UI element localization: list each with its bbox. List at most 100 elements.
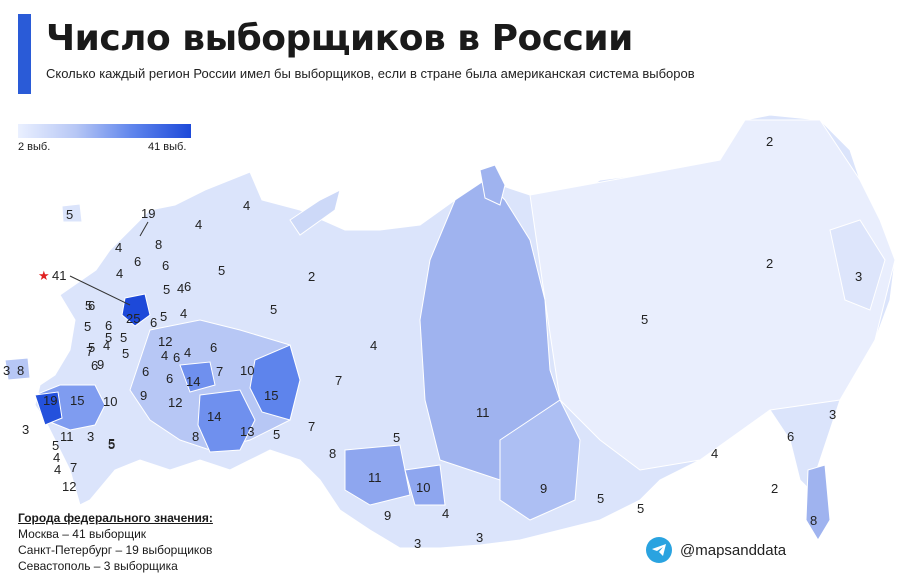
federal-city-spb: Санкт-Петербург – 19 выборщиков xyxy=(18,543,213,557)
federal-cities-heading: Города федерального значения: xyxy=(18,511,213,525)
tatarstan-region xyxy=(179,361,216,393)
region-label-khanty-mansi: 7 xyxy=(335,373,342,388)
region-label-buryatia: 3 xyxy=(476,530,483,545)
region-label-kemerovo: 10 xyxy=(416,480,430,495)
region-label-nizhny-novgorod: 12 xyxy=(158,334,172,349)
region-label-kabardino: 5 xyxy=(52,438,59,453)
region-label-zabaykalsky: 5 xyxy=(597,491,604,506)
region-label-kurgan: 5 xyxy=(273,427,280,442)
region-label-pskov: 4 xyxy=(115,240,122,255)
title-accent-bar xyxy=(18,14,31,94)
region-label-belgorod: 7 xyxy=(86,344,93,359)
region-label-moscow-oblast: 25 xyxy=(126,311,140,326)
region-label-udmurtia: 7 xyxy=(216,364,223,379)
region-label-primorye: 8 xyxy=(810,513,817,528)
region-label-ivanovo: 5 xyxy=(160,309,167,324)
region-label-tula: 6 xyxy=(105,318,112,333)
region-label-omsk: 8 xyxy=(329,446,336,461)
region-label-north-extra: 4 xyxy=(180,306,187,321)
krasnodar-region xyxy=(34,391,63,426)
region-label-novgorod: 4 xyxy=(116,266,123,281)
region-label-lipetsk: 5 xyxy=(105,330,112,345)
region-label-irkutsk: 9 xyxy=(540,481,547,496)
region-label-karachay: 5 xyxy=(108,436,115,451)
moscow-star-icon: ★ xyxy=(38,268,50,283)
region-label-kalmykia: 3 xyxy=(87,429,94,444)
kamchatka-peninsula xyxy=(829,219,886,311)
region-label-vladimir: 6 xyxy=(150,315,157,330)
region-label-komi: 5 xyxy=(270,302,277,317)
kemerovo-region xyxy=(404,464,446,506)
region-label-perm: 10 xyxy=(240,363,254,378)
telegram-icon[interactable] xyxy=(646,537,672,563)
brand-handle[interactable]: @mapsanddata xyxy=(680,541,787,559)
region-label-arkhangelsk: 5 xyxy=(218,263,225,278)
novosibirsk-region xyxy=(344,444,411,506)
region-label-krasnodar: 19 xyxy=(43,393,57,408)
region-label-kamchatka: 3 xyxy=(855,269,862,284)
legend-gradient-bar xyxy=(18,124,191,138)
region-label-north-ossetia: 4 xyxy=(53,450,60,465)
region-label-mari-el: 4 xyxy=(184,345,191,360)
region-label-kirov: 6 xyxy=(210,340,217,355)
region-label-khakassia: 4 xyxy=(442,506,449,521)
region-label-smolensk: 5 xyxy=(85,298,92,313)
region-label-orenburg: 8 xyxy=(192,429,199,444)
region-label-sakhalin: 6 xyxy=(787,429,794,444)
bashkortostan-region xyxy=(197,389,256,453)
region-label-kursk: 6 xyxy=(91,358,98,373)
taymyr-peninsula xyxy=(479,164,506,206)
region-label-chukotka: 2 xyxy=(766,134,773,149)
region-label-voronezh: 9 xyxy=(97,357,104,372)
region-label-magadan: 2 xyxy=(766,256,773,271)
region-label-krasnoyarsk: 11 xyxy=(476,405,490,420)
region-label-yaroslavl: 6 xyxy=(162,258,169,273)
region-label-mordovia: 4 xyxy=(161,348,168,363)
region-label-astrakhan: 5 xyxy=(108,437,115,452)
region-label-adygea: 3 xyxy=(22,422,29,437)
region-label-chechnya: 7 xyxy=(70,460,77,475)
region-label-samara: 12 xyxy=(168,395,182,410)
moscow-oblast-region xyxy=(121,293,151,327)
region-label-bashkortostan: 14 xyxy=(207,409,221,424)
federal-city-moscow: Москва – 41 выборщик xyxy=(18,527,147,541)
irkutsk-region xyxy=(499,399,581,521)
novaya-zemlya xyxy=(289,189,341,236)
federal-cities-block: Города федерального значения: Москва – 4… xyxy=(18,510,213,574)
region-label-kurils: 3 xyxy=(829,407,836,422)
region-label-vologda: 5 xyxy=(163,282,170,297)
region-label-tambov: 5 xyxy=(120,330,127,345)
federal-city-sevastopol: Севастополь – 3 выборщика xyxy=(18,559,178,573)
region-label-rostov: 15 xyxy=(70,393,84,408)
spb-callout-line xyxy=(139,221,149,237)
region-label-oryol: 4 xyxy=(103,338,110,353)
region-label-kaluga: 5 xyxy=(84,319,91,334)
region-label-leningrad: 6 xyxy=(134,254,141,269)
region-label-volgograd: 10 xyxy=(103,394,117,409)
page-title: Число выборщиков в России xyxy=(46,18,633,59)
region-label-kaliningrad: 5 xyxy=(66,207,73,222)
region-label-dagestan: 12 xyxy=(62,479,76,494)
region-label-murmansk: 4 xyxy=(243,198,250,213)
moscow-callout-line xyxy=(69,275,131,306)
region-label-moscow-callout: 41 xyxy=(52,268,66,283)
region-label-tver: 6 xyxy=(88,298,95,313)
region-label-chelyabinsk: 13 xyxy=(240,424,254,439)
region-label-tyumen: 7 xyxy=(308,419,315,434)
brand-block[interactable]: @mapsanddata xyxy=(646,536,786,564)
region-label-kostroma: 4 xyxy=(177,281,184,296)
region-label-tatarstan: 14 xyxy=(186,374,200,389)
sakhalin-island xyxy=(805,464,831,541)
region-label-chuvashia: 6 xyxy=(173,350,180,365)
region-label-stavropol: 11 xyxy=(60,429,74,444)
region-label-tyumen-north: 4 xyxy=(370,338,377,353)
region-label-volga-extra: 6 xyxy=(184,279,191,294)
legend-min-label: 2 выб. xyxy=(18,141,51,153)
far-east-region xyxy=(529,119,896,471)
region-label-novosibirsk: 11 xyxy=(368,470,382,485)
region-label-sverdlovsk: 15 xyxy=(264,388,278,403)
region-label-crimea: 8 xyxy=(17,363,24,378)
region-label-ulyanovsk: 6 xyxy=(166,371,173,386)
region-label-amur: 5 xyxy=(637,501,644,516)
